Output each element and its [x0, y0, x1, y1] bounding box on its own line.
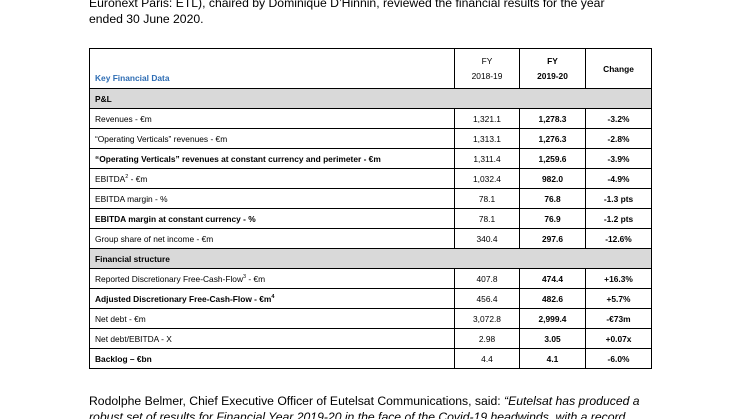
- value-fy-2019-20: 297.6: [519, 228, 586, 249]
- value-change: -1.3 pts: [585, 188, 652, 209]
- row-label: Net debt - €m: [89, 308, 455, 329]
- value-change: -2.8%: [585, 128, 652, 149]
- value-fy-2019-20: 2,999.4: [519, 308, 586, 329]
- row-label-unit: - €m: [128, 173, 148, 184]
- value-fy-2019-20: 474.4: [519, 268, 586, 289]
- value-fy-2018-19: 456.4: [454, 288, 520, 309]
- value-fy-2019-20: 1,276.3: [519, 128, 586, 149]
- value-change: -1.2 pts: [585, 208, 652, 229]
- row-label: EBITDA margin at constant currency - %: [89, 208, 455, 229]
- value-change: -6.0%: [585, 348, 652, 369]
- table-row: Net debt/EBITDA - X 2.98 3.05 +0.07x: [89, 328, 652, 349]
- table-row: Reported Discretionary Free-Cash-Flow3 -…: [89, 268, 652, 289]
- value-fy-2018-19: 3,072.8: [454, 308, 520, 329]
- header-fy-2018-19: FY 2018-19: [454, 48, 520, 89]
- value-fy-2018-19: 1,032.4: [454, 168, 520, 189]
- value-fy-2018-19: 78.1: [454, 208, 520, 229]
- value-fy-2019-20: 982.0: [519, 168, 586, 189]
- row-label: “Operating Verticals” revenues - €m: [89, 128, 455, 149]
- value-fy-2018-19: 340.4: [454, 228, 520, 249]
- value-fy-2018-19: 78.1: [454, 188, 520, 209]
- row-label: Backlog – €bn: [89, 348, 455, 369]
- value-change: +5.7%: [585, 288, 652, 309]
- value-fy-2019-20: 482.6: [519, 288, 586, 309]
- intro-line-2: ended 30 June 2020.: [89, 12, 204, 26]
- value-change: -12.6%: [585, 228, 652, 249]
- value-fy-2018-19: 1,321.1: [454, 108, 520, 129]
- value-fy-2019-20: 3.05: [519, 328, 586, 349]
- value-fy-2018-19: 1,313.1: [454, 128, 520, 149]
- intro-paragraph: Euronext Paris: ETL), chaired by Dominiq…: [89, 0, 657, 27]
- header-fy-2018-19-line2: 2018-19: [471, 70, 503, 81]
- row-label: Adjusted Discretionary Free-Cash-Flow - …: [89, 288, 455, 309]
- table-row: EBITDA margin - % 78.1 76.8 -1.3 pts: [89, 188, 652, 209]
- row-label-unit: - €m: [246, 273, 266, 284]
- table-header-row: Key Financial Data FY 2018-19 FY 2019-20…: [89, 48, 652, 89]
- table-row: Group share of net income - €m 340.4 297…: [89, 228, 652, 249]
- outro-line-2: robust set of results for Financial Year…: [89, 410, 626, 419]
- header-change: Change: [585, 48, 652, 89]
- value-fy-2018-19: 407.8: [454, 268, 520, 289]
- key-financial-data-table: Key Financial Data FY 2018-19 FY 2019-20…: [89, 48, 652, 369]
- value-fy-2018-19: 2.98: [454, 328, 520, 349]
- table-title: Key Financial Data: [89, 48, 455, 89]
- value-change: -€73m: [585, 308, 652, 329]
- section-label-financial-structure: Financial structure: [89, 248, 652, 269]
- value-fy-2019-20: 1,259.6: [519, 148, 586, 169]
- value-fy-2018-19: 1,311.4: [454, 148, 520, 169]
- outro-line-1-quote: “Eutelsat has produced a: [504, 394, 640, 408]
- row-label: Revenues - €m: [89, 108, 455, 129]
- value-fy-2019-20: 1,278.3: [519, 108, 586, 129]
- value-change: +0.07x: [585, 328, 652, 349]
- header-fy-2019-20: FY 2019-20: [519, 48, 586, 89]
- row-label: EBITDA margin - %: [89, 188, 455, 209]
- footnote-marker: 3: [243, 273, 247, 280]
- value-fy-2019-20: 76.8: [519, 188, 586, 209]
- table-row: Adjusted Discretionary Free-Cash-Flow - …: [89, 288, 652, 309]
- footnote-marker: 2: [125, 173, 129, 180]
- table-row: EBITDA margin at constant currency - % 7…: [89, 208, 652, 229]
- table-row: Revenues - €m 1,321.1 1,278.3 -3.2%: [89, 108, 652, 129]
- row-label: Group share of net income - €m: [89, 228, 455, 249]
- section-row-pl: P&L: [89, 88, 652, 109]
- outro-line-1-text: Rodolphe Belmer, Chief Executive Officer…: [89, 394, 505, 408]
- header-fy-2019-20-line1: FY: [547, 55, 558, 66]
- table-row: Net debt - €m 3,072.8 2,999.4 -€73m: [89, 308, 652, 329]
- table-row: EBITDA2 - €m 1,032.4 982.0 -4.9%: [89, 168, 652, 189]
- table-row: “Operating Verticals” revenues at consta…: [89, 148, 652, 169]
- outro-line-1: Rodolphe Belmer, Chief Executive Officer…: [89, 393, 657, 409]
- value-change: -3.9%: [585, 148, 652, 169]
- row-label-text: Reported Discretionary Free-Cash-Flow: [95, 273, 244, 284]
- section-row-financial-structure: Financial structure: [89, 248, 652, 269]
- footnote-marker: 4: [271, 293, 275, 300]
- table-row: Backlog – €bn 4.4 4.1 -6.0%: [89, 348, 652, 369]
- row-label-text: EBITDA: [95, 173, 126, 184]
- row-label: “Operating Verticals” revenues at consta…: [89, 148, 455, 169]
- row-label-text: Adjusted Discretionary Free-Cash-Flow - …: [95, 293, 272, 304]
- row-label: Reported Discretionary Free-Cash-Flow3 -…: [89, 268, 455, 289]
- row-label: Net debt/EBITDA - X: [89, 328, 455, 349]
- value-fy-2018-19: 4.4: [454, 348, 520, 369]
- value-change: +16.3%: [585, 268, 652, 289]
- section-label-pl: P&L: [89, 88, 652, 109]
- header-fy-2019-20-line2: 2019-20: [537, 70, 568, 81]
- value-fy-2019-20: 76.9: [519, 208, 586, 229]
- table-row: “Operating Verticals” revenues - €m 1,31…: [89, 128, 652, 149]
- header-fy-2018-19-line1: FY: [481, 55, 493, 66]
- value-fy-2019-20: 4.1: [519, 348, 586, 369]
- row-label: EBITDA2 - €m: [89, 168, 455, 189]
- value-change: -4.9%: [585, 168, 652, 189]
- value-change: -3.2%: [585, 108, 652, 129]
- ceo-quote-paragraph: Rodolphe Belmer, Chief Executive Officer…: [89, 393, 657, 419]
- intro-line-1: Euronext Paris: ETL), chaired by Dominiq…: [89, 0, 605, 10]
